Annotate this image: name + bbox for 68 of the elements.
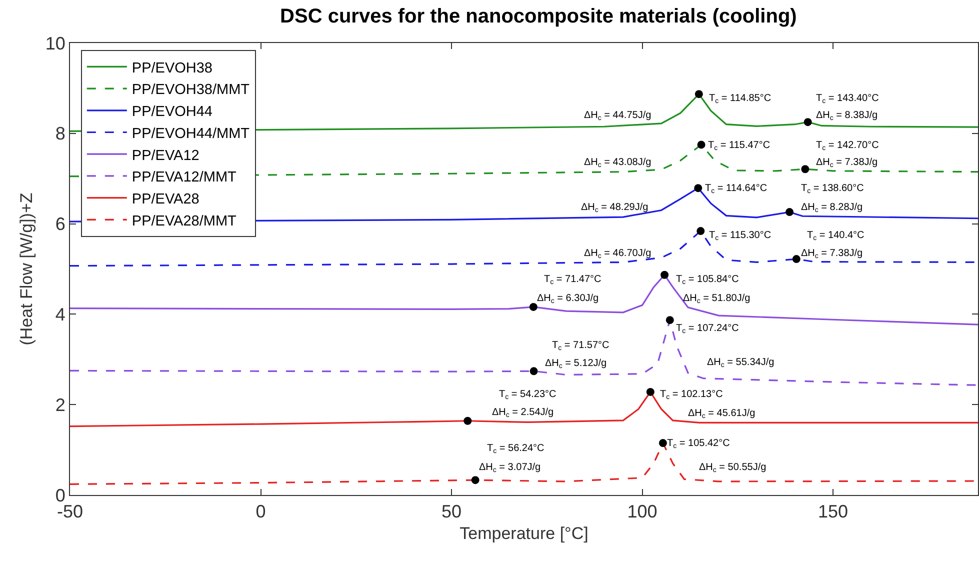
annotation: ΔH$_{c}$ = 46.70J/g [584, 248, 652, 260]
point [792, 255, 800, 264]
annotation: ΔH$_{c}$ = 51.80J/g [683, 293, 750, 306]
x-axis-title: Temperature [°C] [460, 524, 588, 543]
annotation: ΔH$_{c}$ = 48.29J/g [581, 202, 648, 214]
legend-label: PP/EVOH44/MMT [132, 126, 250, 142]
point [801, 165, 810, 174]
point [666, 316, 674, 324]
legend-label: PP/EVOH44 [132, 104, 212, 120]
y-tick-label: 8 [55, 124, 66, 144]
legend-label: PP/EVA28/MMT [132, 213, 237, 230]
annotation: ΔH$_{c}$ = 50.55J/g [699, 462, 766, 474]
annotation: T$_{c}$ = 107.24°C [676, 323, 739, 336]
x-tick-label: 0 [256, 502, 266, 522]
legend-label: PP/EVA28 [132, 191, 200, 208]
point [804, 118, 812, 126]
annotation: T$_{c}$ = 71.57°C [552, 340, 610, 352]
legend-label: PP/EVA12/MMT [132, 170, 237, 186]
annotation: ΔH$_{c}$ = 7.38J/g [801, 248, 863, 260]
point [697, 140, 706, 149]
annotation: T$_{c}$ = 138.60°C [801, 183, 864, 196]
annotation: T$_{c}$ = 115.30°C [709, 230, 772, 242]
point [471, 476, 480, 484]
annotation: ΔH$_{c}$ = 43.08J/g [584, 157, 652, 170]
x-tick-label: 100 [627, 502, 658, 522]
point [529, 302, 538, 311]
chart-title: DSC curves for the nanocomposite materials (cooling) [280, 5, 797, 28]
annotation: ΔH$_{c}$ = 5.12J/g [545, 358, 607, 370]
point [694, 90, 703, 98]
annotation: ΔH$_{c}$ = 6.30J/g [537, 293, 599, 306]
annotation: T$_{c}$ = 143.40°C [816, 93, 879, 106]
annotation: ΔH$_{c}$ = 3.07J/g [479, 462, 541, 474]
y-tick-label: 6 [55, 214, 66, 234]
annotation: ΔH$_{c}$ = 44.75J/g [584, 110, 652, 122]
y-axis-title: (Heat Flow [W/g])+Z [16, 192, 36, 346]
y-tick-label: 4 [55, 304, 66, 324]
point [694, 184, 702, 192]
y-tick-label: 2 [55, 394, 66, 415]
point [464, 416, 472, 425]
annotation: T$_{c}$ = 114.64°C [705, 183, 768, 196]
annotation: T$_{c}$ = 114.85°C [709, 93, 772, 106]
annotation: ΔH$_{c}$ = 55.34J/g [707, 357, 774, 370]
x-tick-label: 50 [441, 502, 462, 522]
annotation: T$_{c}$ = 105.84°C [676, 274, 739, 286]
annotation: T$_{c}$ = 71.47°C [544, 274, 602, 286]
point [646, 388, 654, 396]
y-tick-label: 10 [45, 33, 66, 54]
point [658, 439, 667, 448]
annotation: ΔH$_{c}$ = 7.38J/g [816, 157, 878, 170]
legend-label: PP/EVOH38/MMT [132, 82, 250, 98]
annotation: ΔH$_{c}$ = 8.38J/g [816, 110, 878, 122]
point [696, 227, 705, 236]
x-tick-label: 150 [818, 502, 848, 522]
annotation: T$_{c}$ = 102.13°C [660, 389, 723, 402]
point [786, 208, 794, 216]
annotation: ΔH$_{c}$ = 8.28J/g [801, 202, 863, 214]
annotation: T$_{c}$ = 56.24°C [487, 443, 544, 456]
annotation: ΔH$_{c}$ = 2.54J/g [492, 407, 554, 420]
annotation: T$_{c}$ = 142.70°C [816, 140, 879, 152]
annotation: T$_{c}$ = 105.42°C [667, 438, 730, 450]
point [530, 367, 538, 376]
annotation: T$_{c}$ = 54.23°C [499, 389, 556, 402]
legend-label: PP/EVA12 [132, 148, 200, 164]
point [660, 270, 669, 279]
annotation: ΔH$_{c}$ = 45.61J/g [688, 408, 756, 420]
legend-label: PP/EVOH38 [132, 60, 212, 76]
annotation: T$_{c}$ = 115.47°C [708, 140, 770, 152]
annotation: T$_{c}$ = 140.4°C [807, 230, 864, 242]
